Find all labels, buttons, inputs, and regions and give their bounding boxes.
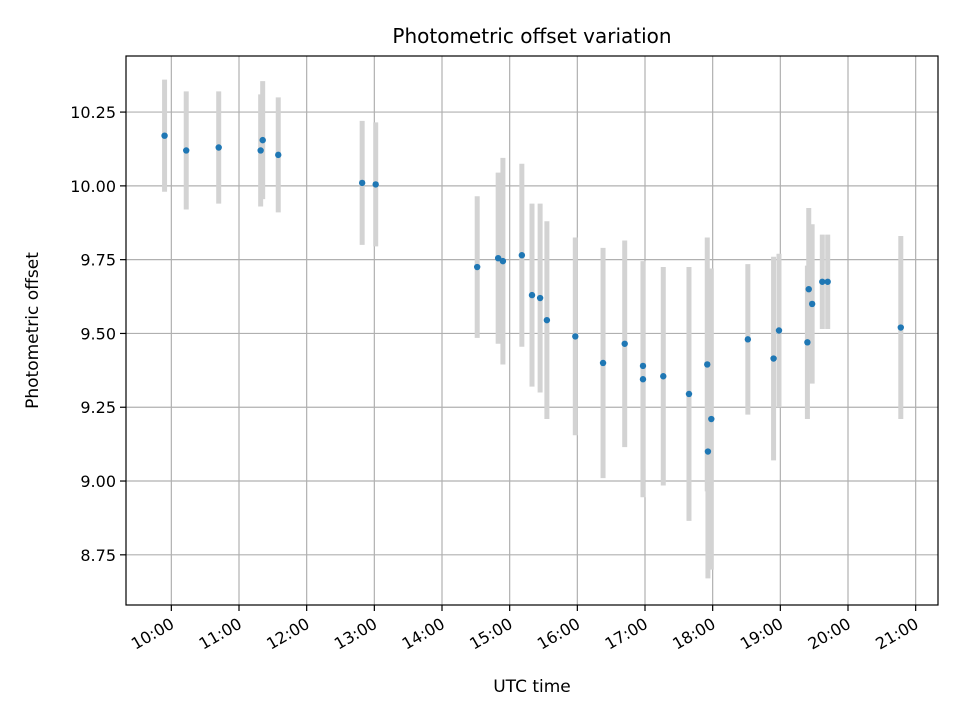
data-point (819, 278, 826, 285)
y-tick-label: 9.75 (80, 251, 116, 270)
data-point (621, 340, 628, 347)
data-point (494, 254, 502, 262)
x-axis-title: UTC time (493, 677, 571, 697)
data-point (775, 327, 783, 334)
data-point (704, 361, 711, 368)
y-tick-label: 8.75 (80, 546, 116, 565)
data-points (161, 132, 904, 455)
data-point (257, 147, 264, 154)
data-point (639, 376, 647, 383)
data-point (599, 359, 607, 367)
data-point (770, 355, 777, 362)
data-point (572, 333, 579, 340)
data-point (372, 181, 379, 188)
data-point (805, 285, 812, 293)
data-point (536, 294, 544, 302)
data-point (543, 316, 551, 324)
chart-title: Photometric offset variation (392, 24, 671, 48)
plot-area-frame (125, 55, 939, 606)
data-point (824, 278, 831, 285)
data-point (161, 132, 168, 139)
data-point (215, 144, 222, 151)
data-point (183, 147, 190, 154)
y-tick-label: 9.25 (80, 398, 116, 417)
data-point (473, 263, 481, 271)
data-point (685, 390, 693, 398)
data-point (808, 300, 816, 308)
data-point (499, 257, 507, 265)
data-point (744, 336, 752, 343)
data-point (275, 151, 282, 159)
y-tick-label: 9.50 (80, 324, 116, 343)
y-tick-label: 9.00 (80, 472, 116, 491)
data-point (528, 291, 536, 299)
y-axis-ticks: 8.75 9.00 9.25 9.50 9.75 10.00 10.25 (70, 103, 126, 565)
data-point (639, 362, 647, 370)
data-point (259, 136, 266, 144)
data-point (660, 373, 667, 380)
data-point (704, 448, 712, 455)
data-point (804, 339, 811, 346)
data-point (897, 324, 904, 331)
y-axis-title: Photometric offset (23, 252, 43, 409)
y-tick-label: 10.00 (70, 177, 116, 196)
data-point (518, 252, 526, 259)
data-point (358, 179, 366, 187)
y-tick-label: 10.25 (70, 103, 116, 122)
data-point (708, 415, 715, 423)
